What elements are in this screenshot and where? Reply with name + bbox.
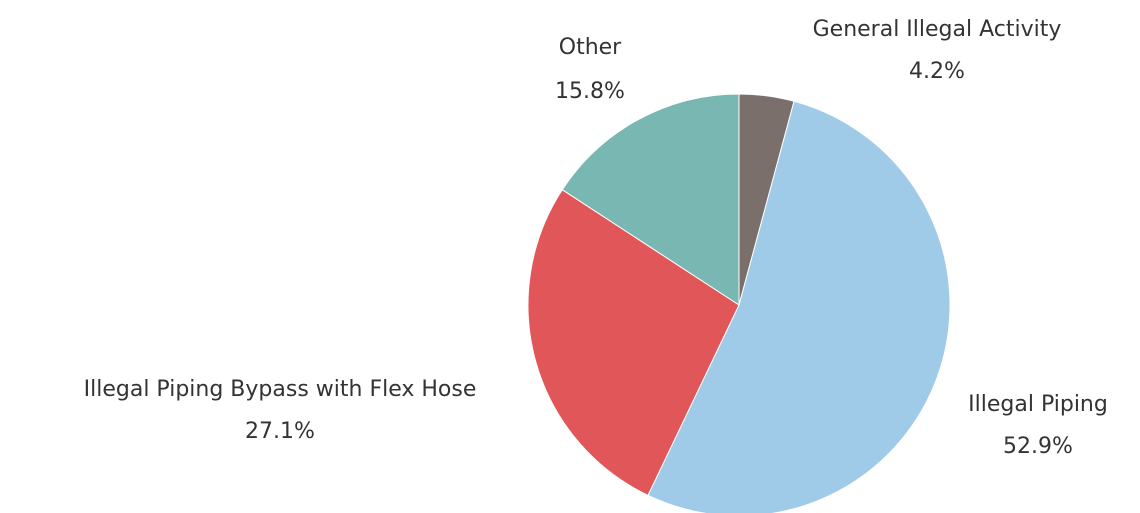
pie-slice (527, 189, 740, 497)
slice-value-label: 52.9% (1003, 434, 1073, 459)
slice-value-label: 15.8% (555, 79, 625, 104)
slice-value-label: 4.2% (909, 59, 965, 84)
slice-label: Illegal Piping (968, 392, 1108, 417)
pie-slice (647, 100, 951, 513)
slice-value-label: 27.1% (245, 419, 315, 444)
slice-label: Illegal Piping Bypass with Flex Hose (84, 377, 477, 402)
pie-slice (561, 93, 740, 306)
slice-label: General Illegal Activity (813, 17, 1062, 42)
slice-label: Other (559, 35, 622, 60)
